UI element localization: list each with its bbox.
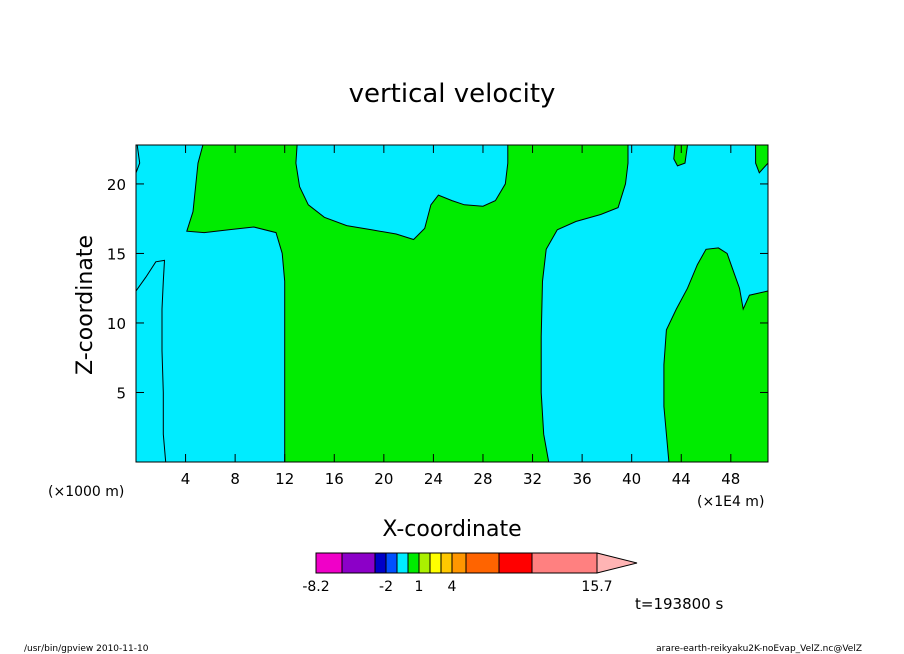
x-tick-label: 12 [275,470,294,488]
x-axis-ticks: 4 8 12 16 20 24 28 32 36 40 44 48 [181,145,740,488]
colorbar-label: 4 [448,579,457,595]
contour-region-3 [136,145,285,462]
colorbar-swatch [465,552,500,574]
colorbar [315,552,638,574]
contour-line-5 [663,247,768,462]
x-axis-label: X-coordinate [382,517,521,542]
colorbar-swatch [407,552,420,574]
colorbar-swatch [451,552,467,574]
colorbar-arrow [596,552,638,574]
contour-region-2 [136,145,140,173]
contour-line-4 [540,145,629,462]
contour-line-1 [136,259,167,462]
colorbar-swatch [341,552,376,574]
colorbar-swatch [440,552,453,574]
contour-line-8 [136,145,141,173]
y-tick-label: 10 [107,315,126,333]
contour-lines [136,145,768,462]
y-tick-label: 15 [107,245,126,263]
y-axis-label: Z-coordinate [73,235,98,375]
footer-right: arare-earth-reikyaku2K-noEvap_VelZ.nc@Ve… [656,644,862,654]
colorbar-swatch [385,552,398,574]
plot-area [135,144,769,463]
time-label: t=193800 s [635,595,723,613]
contour-region-4 [295,145,508,240]
x-tick-label: 40 [622,470,641,488]
x-tick-label: 24 [424,470,443,488]
colorbar-swatch [418,552,431,574]
contour-region-1 [136,260,166,462]
x-tick-label: 16 [325,470,344,488]
colorbar-swatch [374,552,387,574]
colorbar-label: 15.7 [581,579,612,595]
y-tick-label: 20 [107,176,126,194]
x-tick-label: 4 [181,470,191,488]
colorbar-swatch [396,552,409,574]
colorbar-swatch [498,552,533,574]
x-tick-label: 48 [721,470,740,488]
contour-regions [136,145,768,462]
x-tick-label: 20 [374,470,393,488]
contour-line-6 [673,145,688,167]
x-tick-label: 8 [230,470,240,488]
colorbar-label: 1 [415,579,424,595]
contour-line-7 [755,145,768,174]
x-tick-label: 28 [473,470,492,488]
plot-frame [135,144,769,463]
y-tick-label: 5 [116,384,126,402]
footer-left: /usr/bin/gpview 2010-11-10 [24,644,149,654]
chart-title: vertical velocity [349,79,556,109]
x-tick-label: 36 [573,470,592,488]
y-axis-ticks: 5 10 15 20 [107,176,768,402]
right-axis-unit-label: (×1E4 m) [697,494,764,510]
x-axis-unit-label: (×1000 m) [48,484,124,500]
x-tick-label: 44 [672,470,691,488]
colorbar-swatch [429,552,442,574]
contour-region-5 [541,145,768,462]
contour-line-2 [186,145,286,462]
colorbar-label: -2 [379,579,393,595]
colorbar-swatch [531,552,598,574]
x-tick-label: 32 [523,470,542,488]
colorbar-swatch [315,552,343,574]
colorbar-labels: -8.2 -2 1 4 15.7 [302,579,612,595]
colorbar-label: -8.2 [302,579,329,595]
contour-line-3 [295,145,509,241]
